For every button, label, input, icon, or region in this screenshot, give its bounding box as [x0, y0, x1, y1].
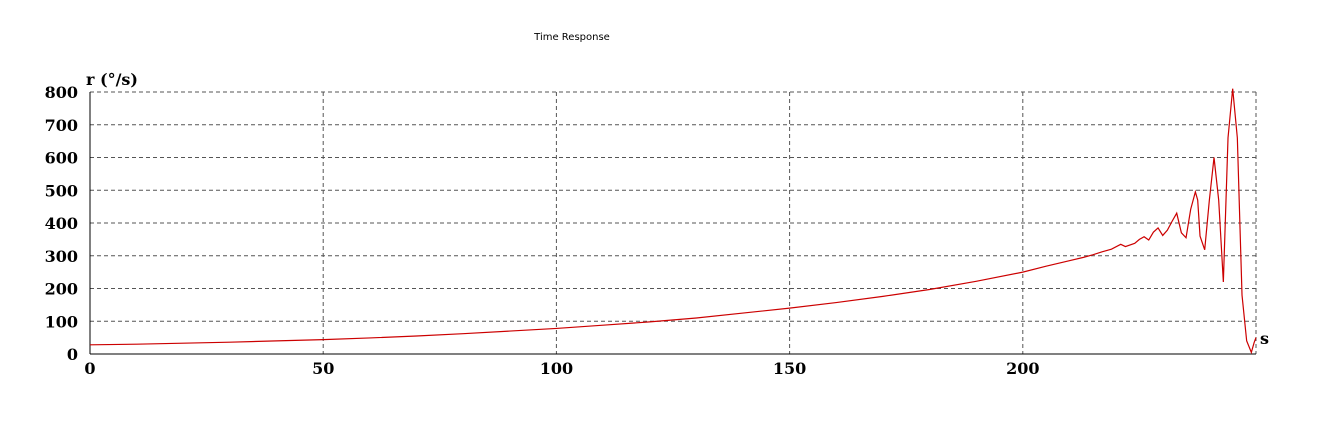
- x-tick-label: 50: [312, 359, 334, 378]
- y-tick-label: 700: [45, 116, 78, 135]
- series-line: [89, 88, 1257, 355]
- x-tick-label: 150: [773, 359, 806, 378]
- y-tick-label: 0: [67, 345, 78, 364]
- x-axis-label: s: [1260, 329, 1269, 348]
- y-tick-label: 800: [45, 83, 78, 102]
- y-tick-label: 600: [45, 149, 78, 168]
- axes: [89, 92, 1256, 355]
- x-tick-label: 200: [1006, 359, 1039, 378]
- y-tick-label: 100: [45, 312, 78, 331]
- x-tick-label: 0: [84, 359, 95, 378]
- y-axis-label: r (°/s): [86, 70, 138, 89]
- y-tick-label: 200: [45, 280, 78, 299]
- y-tick-label: 300: [45, 247, 78, 266]
- tick-labels: 0 100 200 300 400 500 600 700 800 0 50 100 150 200: [45, 83, 1040, 378]
- grid: [90, 91, 1257, 354]
- x-tick-label: 100: [540, 359, 573, 378]
- chart-title: Time Response: [533, 32, 610, 43]
- series-layer: [89, 88, 1257, 355]
- y-tick-label: 400: [45, 214, 78, 233]
- y-tick-label: 500: [45, 181, 78, 200]
